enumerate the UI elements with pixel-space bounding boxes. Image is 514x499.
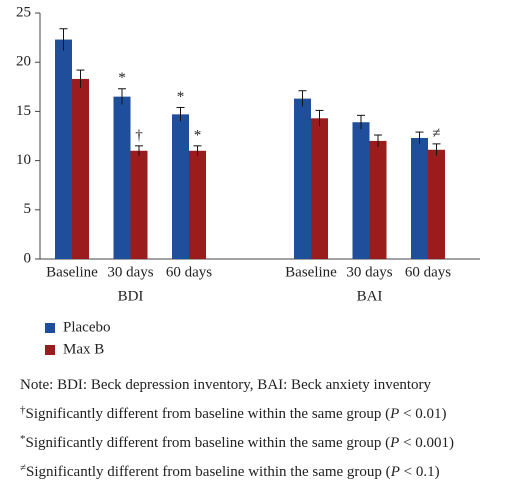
note-text: Significantly different from baseline wi…	[26, 406, 391, 422]
note: Note: BDI: Beck depression inventory, BA…	[20, 377, 432, 393]
note-p: P	[389, 406, 399, 422]
y-tick-label: 5	[24, 201, 32, 217]
note-text: Note: BDI: Beck depression inventory, BA…	[20, 377, 432, 393]
x-tick-label: 60 days	[405, 264, 451, 280]
note-symbol: *	[20, 433, 26, 445]
note: ≠Significantly different from baseline w…	[20, 462, 440, 481]
bar	[411, 137, 428, 259]
group-label: BAI	[357, 288, 383, 304]
x-tick-label: 30 days	[346, 264, 392, 280]
legend-swatch	[45, 323, 55, 333]
note-p: P	[390, 464, 400, 480]
y-tick-label: 10	[16, 152, 31, 168]
note: †Significantly different from baseline w…	[20, 404, 447, 423]
bar	[72, 78, 89, 259]
note-text: Significantly different from baseline wi…	[26, 435, 391, 451]
y-tick-label: 20	[16, 54, 31, 70]
bar	[352, 122, 370, 259]
note-text: Significantly different from baseline wi…	[26, 464, 391, 480]
x-tick-label: Baseline	[285, 264, 337, 280]
bar	[294, 98, 311, 259]
note-p: P	[389, 435, 399, 451]
significance-marker: †	[135, 127, 143, 143]
y-tick-label: 0	[24, 250, 32, 266]
note-rest: < 0.01)	[399, 406, 446, 422]
y-tick-label: 15	[16, 103, 31, 119]
legend-label: Max B	[63, 341, 104, 357]
y-tick-label: 25	[16, 4, 31, 20]
bar	[55, 39, 72, 260]
x-tick-label: 30 days	[107, 264, 153, 280]
bar	[369, 140, 387, 259]
note-symbol: ≠	[20, 462, 26, 474]
bar	[172, 114, 189, 260]
x-tick-label: Baseline	[46, 264, 98, 280]
legend-label: Placebo	[63, 319, 110, 335]
significance-marker: *	[194, 127, 202, 143]
note-rest: < 0.1)	[400, 464, 440, 480]
bar	[428, 149, 445, 259]
note-symbol: †	[20, 404, 26, 416]
note: *Significantly different from baseline w…	[20, 433, 454, 452]
legend-swatch	[45, 345, 55, 355]
significance-marker: *	[177, 89, 185, 105]
group-label: BDI	[118, 288, 144, 304]
note-rest: < 0.001)	[399, 435, 454, 451]
x-tick-label: 60 days	[166, 264, 212, 280]
bar	[189, 150, 206, 259]
bar	[113, 96, 131, 259]
bar	[311, 118, 328, 260]
bar	[130, 150, 148, 259]
significance-marker: *	[118, 70, 126, 86]
significance-marker: ≠	[432, 125, 440, 141]
